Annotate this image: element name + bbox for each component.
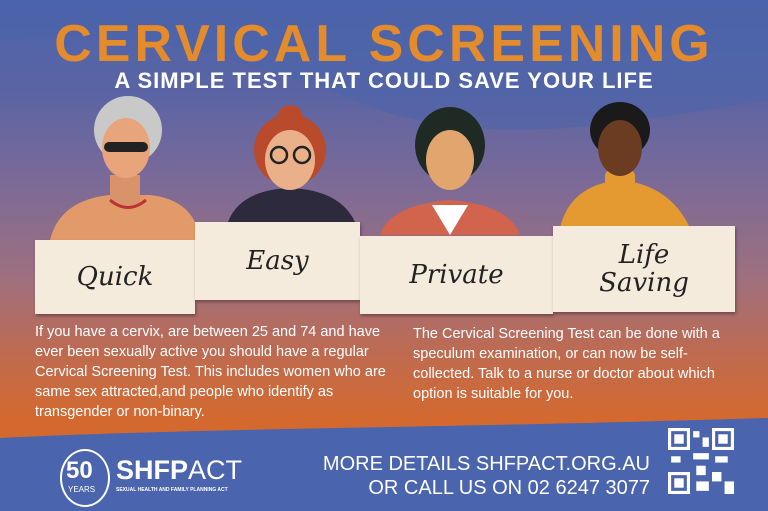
- logo-years: 50: [66, 457, 93, 484]
- qr-code-icon[interactable]: [668, 428, 734, 494]
- page-title: CERVICAL SCREENING: [54, 15, 714, 73]
- person-dark-hair: [380, 107, 520, 235]
- person-curly-hair: [560, 102, 690, 228]
- logo-name-bold: SHFP: [116, 455, 189, 485]
- body-text-right: The Cervical Screening Test can be done …: [413, 326, 720, 402]
- logo-name-light: ACT: [188, 455, 243, 485]
- sign-quick: Quick: [35, 240, 195, 314]
- sign-life-saving: Life Saving: [553, 226, 735, 312]
- sign-private: Private: [360, 236, 553, 314]
- logo-tagline: SEXUAL HEALTH AND FAMILY PLANNING ACT: [116, 487, 228, 493]
- person-grey-hair: [50, 96, 200, 240]
- contact-info: MORE DETAILS SHFPACT.ORG.AU OR CALL US O…: [323, 452, 650, 500]
- contact-phone[interactable]: OR CALL US ON 02 6247 3077: [368, 477, 650, 499]
- logo-years-label: YEARS: [68, 485, 96, 494]
- sign-easy: Easy: [195, 222, 360, 300]
- illustration-people: [50, 96, 690, 240]
- body-text-left: If you have a cervix, are between 25 and…: [35, 324, 386, 420]
- person-red-hair: [228, 105, 355, 222]
- subtitle: A SIMPLE TEST THAT COULD SAVE YOUR LIFE: [114, 68, 654, 93]
- contact-website[interactable]: MORE DETAILS SHFPACT.ORG.AU: [322, 453, 650, 475]
